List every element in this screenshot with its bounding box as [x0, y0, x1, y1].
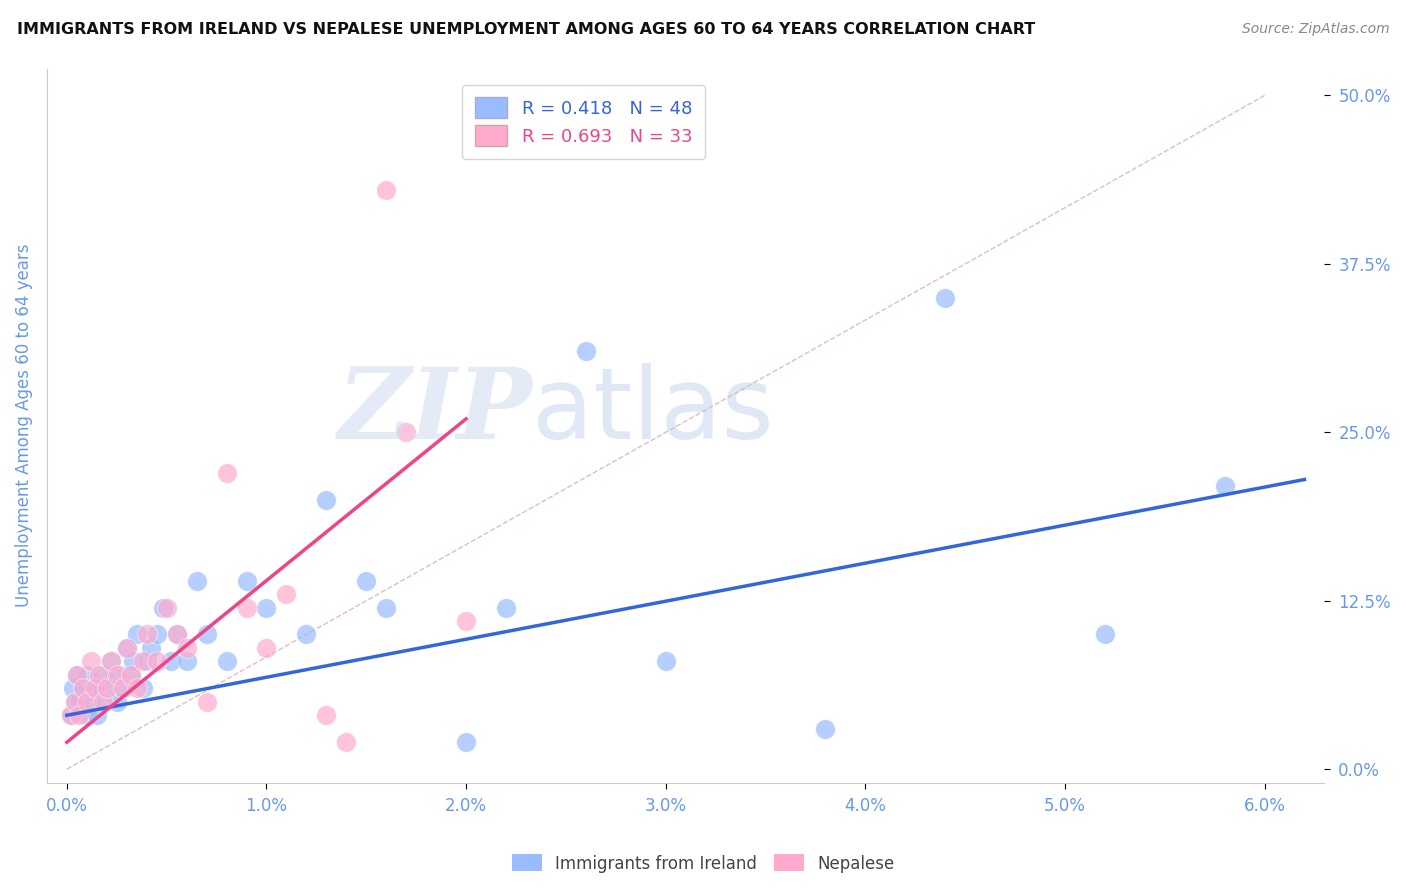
Point	[115, 640, 138, 655]
Point	[96, 681, 118, 696]
Point	[87, 668, 110, 682]
Point	[83, 681, 105, 696]
Point	[105, 695, 128, 709]
Point	[63, 695, 86, 709]
Point	[91, 668, 114, 682]
Point	[256, 640, 278, 655]
Point	[62, 681, 84, 696]
Text: ZIP: ZIP	[337, 363, 533, 459]
Legend: Immigrants from Ireland, Nepalese: Immigrants from Ireland, Nepalese	[505, 847, 901, 880]
Point	[76, 708, 98, 723]
Point	[375, 600, 398, 615]
Point	[176, 654, 198, 668]
Point	[335, 735, 357, 749]
Point	[166, 627, 188, 641]
Point	[145, 627, 167, 641]
Point	[256, 600, 278, 615]
Point	[145, 654, 167, 668]
Text: Source: ZipAtlas.com: Source: ZipAtlas.com	[1241, 22, 1389, 37]
Point	[575, 344, 598, 359]
Point	[152, 600, 174, 615]
Point	[235, 574, 257, 588]
Point	[72, 681, 94, 696]
Point	[159, 654, 181, 668]
Point	[121, 654, 143, 668]
Point	[235, 600, 257, 615]
Point	[395, 425, 418, 440]
Point	[76, 695, 98, 709]
Point	[96, 681, 118, 696]
Point	[654, 654, 676, 668]
Point	[80, 654, 103, 668]
Point	[139, 640, 162, 655]
Point	[1094, 627, 1116, 641]
Point	[105, 668, 128, 682]
Point	[86, 681, 108, 696]
Point	[186, 574, 208, 588]
Point	[176, 640, 198, 655]
Point	[195, 695, 218, 709]
Point	[91, 695, 114, 709]
Point	[111, 681, 134, 696]
Y-axis label: Unemployment Among Ages 60 to 64 years: Unemployment Among Ages 60 to 64 years	[15, 244, 32, 607]
Point	[135, 627, 157, 641]
Point	[107, 668, 129, 682]
Point	[356, 574, 378, 588]
Point	[90, 695, 112, 709]
Point	[1213, 479, 1236, 493]
Point	[76, 668, 98, 682]
Point	[195, 627, 218, 641]
Point	[59, 708, 82, 723]
Point	[80, 695, 103, 709]
Point	[456, 614, 478, 628]
Point	[166, 627, 188, 641]
Point	[135, 654, 157, 668]
Point	[156, 600, 179, 615]
Legend: R = 0.418   N = 48, R = 0.693   N = 33: R = 0.418 N = 48, R = 0.693 N = 33	[463, 85, 704, 159]
Point	[120, 668, 142, 682]
Point	[814, 722, 837, 736]
Point	[375, 183, 398, 197]
Point	[67, 695, 90, 709]
Point	[63, 695, 86, 709]
Point	[131, 681, 153, 696]
Point	[67, 708, 90, 723]
Point	[125, 627, 148, 641]
Point	[215, 654, 238, 668]
Point	[456, 735, 478, 749]
Point	[66, 668, 89, 682]
Point	[100, 654, 122, 668]
Point	[111, 681, 134, 696]
Point	[86, 708, 108, 723]
Point	[276, 587, 298, 601]
Point	[115, 640, 138, 655]
Point	[72, 681, 94, 696]
Point	[120, 668, 142, 682]
Text: IMMIGRANTS FROM IRELAND VS NEPALESE UNEMPLOYMENT AMONG AGES 60 TO 64 YEARS CORRE: IMMIGRANTS FROM IRELAND VS NEPALESE UNEM…	[17, 22, 1035, 37]
Point	[934, 291, 956, 305]
Point	[131, 654, 153, 668]
Point	[215, 466, 238, 480]
Point	[495, 600, 517, 615]
Text: atlas: atlas	[533, 363, 773, 459]
Point	[315, 492, 337, 507]
Point	[125, 681, 148, 696]
Point	[295, 627, 318, 641]
Point	[59, 708, 82, 723]
Point	[100, 654, 122, 668]
Point	[315, 708, 337, 723]
Point	[82, 681, 104, 696]
Point	[66, 668, 89, 682]
